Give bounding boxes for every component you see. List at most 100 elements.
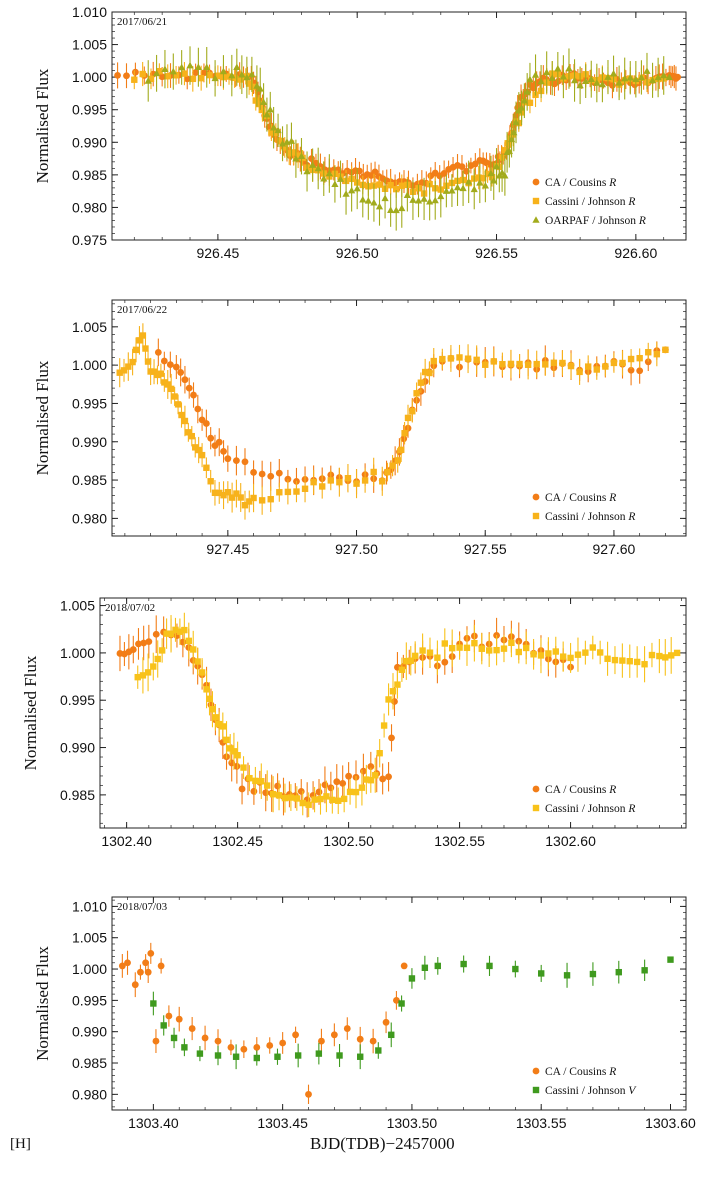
data-point	[166, 361, 174, 369]
data-point	[485, 647, 493, 654]
data-point	[400, 962, 408, 970]
data-point	[219, 67, 228, 75]
data-point	[230, 748, 238, 755]
data-point	[567, 654, 574, 662]
x-tick-label: 1303.50	[387, 1115, 438, 1131]
y-tick-label: 1.000	[72, 357, 107, 373]
data-point	[526, 99, 534, 106]
data-point	[493, 646, 500, 654]
data-point	[559, 653, 567, 660]
data-point	[336, 478, 343, 486]
data-point	[356, 1035, 364, 1043]
data-point	[245, 80, 253, 87]
data-point	[619, 657, 626, 664]
data-point	[297, 787, 305, 795]
data-point	[459, 184, 467, 192]
data-point	[228, 71, 236, 79]
data-point	[358, 784, 366, 791]
series-circle	[118, 942, 408, 1104]
data-point	[188, 1025, 196, 1032]
data-point	[172, 363, 180, 371]
data-point	[411, 652, 419, 660]
data-point	[270, 123, 278, 131]
data-point	[394, 681, 401, 688]
data-point	[565, 64, 573, 72]
data-point	[134, 673, 141, 681]
data-point	[409, 408, 416, 415]
data-point	[421, 964, 429, 971]
data-point	[426, 197, 434, 205]
data-point	[267, 496, 274, 503]
data-point	[279, 1039, 287, 1047]
data-point	[584, 363, 592, 370]
data-point	[389, 462, 396, 469]
data-point	[154, 371, 161, 379]
legend-label: CA / Cousins R	[545, 492, 616, 504]
data-point	[215, 438, 223, 446]
data-point	[249, 83, 256, 91]
legend-label: OARPAF / Johnson R	[545, 215, 646, 227]
data-point	[314, 164, 322, 172]
data-point	[370, 198, 378, 206]
data-point	[212, 714, 219, 721]
data-point	[426, 369, 433, 377]
data-point	[240, 1045, 248, 1053]
data-point	[160, 357, 168, 365]
data-point	[473, 356, 480, 364]
data-point	[198, 451, 206, 459]
data-point	[185, 384, 193, 392]
data-point	[118, 962, 126, 970]
legend-label: Cassini / Johnson R	[545, 803, 635, 815]
data-point	[382, 1018, 390, 1026]
data-point	[233, 63, 241, 71]
x-tick-label: 927.60	[593, 541, 636, 557]
data-point	[353, 184, 361, 192]
x-tick-label: 1302.55	[434, 833, 485, 849]
data-point	[144, 358, 152, 365]
series-square	[134, 612, 681, 818]
data-point	[486, 962, 493, 970]
x-tick-label: 1302.60	[545, 833, 596, 849]
date-label: 2017/06/21	[117, 16, 167, 28]
data-point	[303, 167, 311, 175]
data-point	[641, 661, 648, 668]
data-point	[574, 651, 582, 658]
legend-marker	[532, 493, 540, 501]
data-point	[408, 975, 416, 982]
data-point	[641, 967, 648, 974]
data-point	[195, 446, 202, 454]
y-tick-label: 1.005	[72, 37, 107, 53]
data-point	[609, 69, 618, 77]
y-tick-label: 0.990	[72, 134, 107, 150]
data-point	[389, 688, 397, 695]
data-point	[266, 1042, 274, 1049]
data-point	[523, 88, 531, 95]
data-point	[437, 192, 445, 200]
data-point	[327, 784, 335, 792]
x-tick-label: 1303.60	[645, 1115, 696, 1131]
data-point	[363, 776, 370, 783]
data-point	[656, 652, 663, 660]
data-point	[344, 474, 352, 482]
data-point	[512, 118, 520, 126]
data-point	[333, 778, 341, 786]
data-point	[481, 181, 489, 189]
data-point	[394, 457, 401, 464]
data-point	[330, 1031, 338, 1039]
data-point	[471, 639, 478, 647]
data-point	[582, 77, 590, 84]
data-point	[596, 649, 604, 656]
data-point	[531, 71, 540, 78]
y-axis-label: Normalised Flux	[33, 946, 52, 1061]
data-point	[388, 1031, 395, 1039]
data-point	[214, 72, 222, 79]
data-point	[512, 965, 519, 973]
data-point	[409, 196, 417, 203]
y-tick-label: 1.005	[72, 319, 107, 335]
data-point	[161, 379, 168, 386]
y-tick-label: 0.985	[72, 472, 107, 488]
data-point	[627, 355, 635, 363]
data-point	[145, 638, 153, 646]
data-point	[456, 644, 463, 651]
data-point	[123, 72, 130, 80]
